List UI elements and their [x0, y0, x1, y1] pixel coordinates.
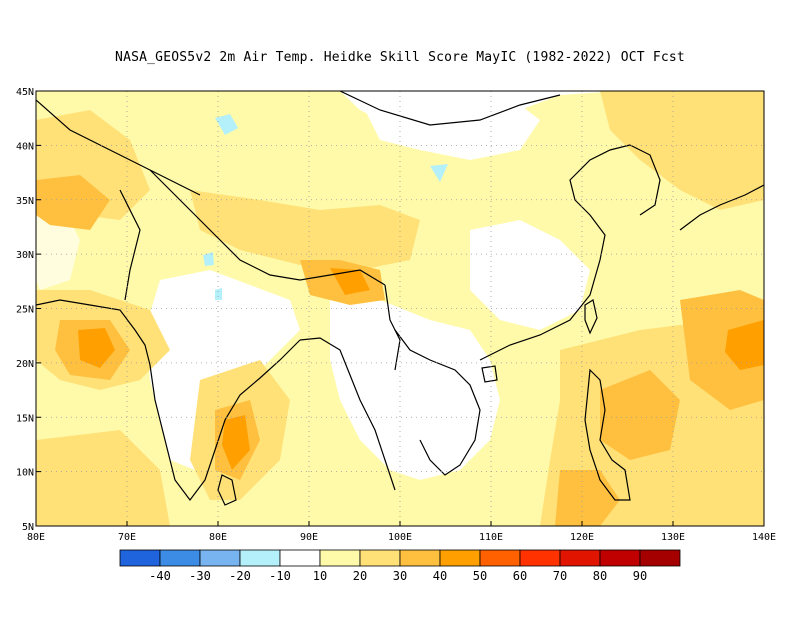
coastline-taiwan: [584, 299, 598, 335]
colorbar-swatch: [319, 549, 361, 567]
field-region-white: [470, 220, 590, 330]
coastline-bay-east: [299, 337, 396, 491]
coastline-china: [479, 144, 631, 361]
x-tick-label: 130E: [661, 532, 685, 543]
field-region-negative: [215, 114, 238, 135]
colorbar-label: -10: [269, 569, 291, 583]
x-tick-label: 110E: [479, 532, 503, 543]
field-region-orange: [725, 320, 764, 370]
y-tick-label: 40N: [16, 141, 34, 152]
colorbar-label: 90: [633, 569, 647, 583]
coastline-japan: [679, 184, 764, 231]
colorbar-label: -30: [189, 569, 211, 583]
field-region-orange: [330, 268, 370, 295]
x-tick-label: 80E: [27, 532, 45, 543]
coastline-indochina: [394, 329, 481, 476]
colorbar-label: 30: [393, 569, 407, 583]
colorbar-swatch: [199, 549, 241, 567]
colorbar-label: 40: [433, 569, 447, 583]
y-tick-labels: 45N 40N 35N 30N 25N 20N 15N 10N 5N: [16, 87, 41, 533]
field-region-white: [145, 270, 300, 470]
coastlines: [36, 91, 764, 506]
colorbar-swatch: [439, 549, 481, 567]
y-tick-label: 5N: [22, 522, 34, 533]
colorbar-label: 50: [473, 569, 487, 583]
colorbar-swatch: [359, 549, 401, 567]
border-central-asia: [36, 99, 201, 196]
x-tick-label: 80E: [209, 532, 227, 543]
border-myanmar: [384, 284, 401, 371]
chart-title: NASA_GEOS5v2 2m Air Temp. Heidke Skill S…: [115, 50, 685, 65]
border-pakistan: [119, 189, 141, 301]
x-tick-label: 100E: [388, 532, 412, 543]
colorbar-swatch: [639, 549, 681, 567]
colorbar-swatch: [599, 549, 641, 567]
field-region-orange-light: [600, 370, 680, 460]
colorbar: -40 -30 -20 -10 10 20 30 40 50 60 70 80 90: [119, 549, 681, 583]
x-tick-labels: 80E 70E 80E 90E 100E 110E 120E 130E 140E: [27, 521, 776, 543]
colorbar-label: -20: [229, 569, 251, 583]
y-tick-label: 30N: [16, 250, 34, 261]
field-region-orange-light: [680, 290, 764, 410]
y-tick-label: 45N: [16, 87, 34, 98]
field-region-negative: [215, 288, 222, 300]
field-region-yellow: [600, 91, 764, 210]
field-region-orange: [222, 415, 250, 470]
colorbar-swatch: [119, 549, 161, 567]
field-region-yellow: [36, 430, 170, 526]
border-himalaya: [149, 169, 386, 286]
x-tick-label: 70E: [118, 532, 136, 543]
field-region-white: [330, 300, 500, 480]
colorbar-label: 20: [353, 569, 367, 583]
field-region-negative: [203, 252, 214, 266]
field-region-orange-light: [555, 470, 620, 526]
colorbar-label: -40: [149, 569, 171, 583]
coastline-philippines: [584, 368, 631, 501]
coastline-korea: [629, 144, 661, 216]
field-region-orange: [78, 328, 115, 368]
y-tick-label: 20N: [16, 359, 34, 370]
field-region-orange-light: [36, 175, 110, 230]
coastline-india: [36, 299, 301, 501]
colorbar-swatch: [399, 549, 441, 567]
colorbar-label: 10: [313, 569, 327, 583]
field-region-negative: [430, 164, 448, 182]
border-mongolia: [339, 91, 561, 126]
coastline-srilanka: [217, 474, 237, 506]
x-tick-label: 90E: [300, 532, 318, 543]
y-tick-label: 25N: [16, 305, 34, 316]
y-tick-label: 15N: [16, 413, 34, 424]
y-tick-label: 10N: [16, 468, 34, 479]
colorbar-swatch: [239, 549, 281, 567]
y-tick-label: 35N: [16, 196, 34, 207]
field-region-yellow: [190, 190, 420, 270]
colorbar-label: 70: [553, 569, 567, 583]
colorbar-swatch: [279, 549, 321, 567]
x-tick-label: 140E: [752, 532, 776, 543]
colorbar-swatch: [479, 549, 521, 567]
colorbar-swatch: [559, 549, 601, 567]
colorbar-label: 60: [513, 569, 527, 583]
x-tick-label: 120E: [570, 532, 594, 543]
colorbar-label: 80: [593, 569, 607, 583]
colorbar-swatch: [159, 549, 201, 567]
colorbar-swatch: [519, 549, 561, 567]
